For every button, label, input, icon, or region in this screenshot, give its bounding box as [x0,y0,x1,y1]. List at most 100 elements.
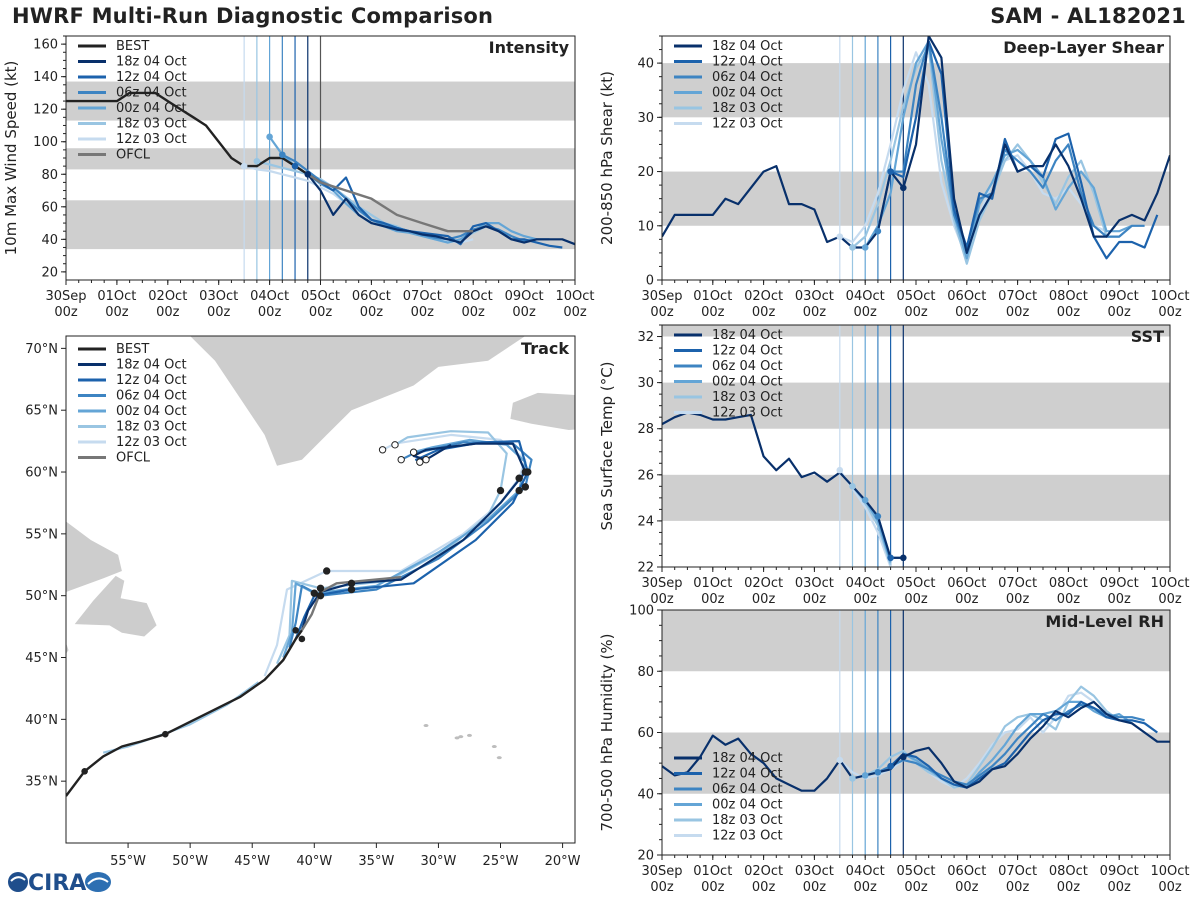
x-tick-label: 30°W [420,854,456,869]
x-tick-label: 00z [156,305,180,320]
y-tick-label: 40 [637,57,654,72]
panel-track: 55°W 50°W 45°W 40°W 35°W 30°W 25°W 20°W 35°N 40°N… [25,335,581,869]
x-tick-label: 00z [1006,880,1030,895]
x-tick-label: 00z [1006,305,1030,320]
y-tick-label: 22 [637,561,654,576]
y-tick-label: 40 [41,233,58,248]
init-point [861,244,869,251]
x-tick-label: 30Sep [45,289,86,304]
init-point [291,162,299,170]
init-point [900,184,907,192]
x-tick-label: 00z [955,880,979,895]
x-tick-label: 00z [1057,305,1081,320]
x-tick-label: 30Sep [641,864,682,879]
track-marker [347,585,356,594]
legend-label: 06z 04 Oct [712,70,783,85]
y-tick-label: 65°N [25,404,58,419]
shade-band [662,474,1170,521]
track-line-12z-04-oct [294,440,529,640]
x-tick-label: 09Oct [505,289,544,304]
x-tick-label: 50°W [172,854,208,869]
legend-label: 12z 03 Oct [116,132,187,147]
x-tick-label: 08Oct [454,289,493,304]
x-tick-label: 04Oct [250,289,289,304]
init-point [304,170,312,178]
x-tick-label: 00z [904,305,928,320]
labrador-landmass [66,521,122,592]
x-tick-label: 00z [752,880,776,895]
x-tick-label: 00z [1158,305,1182,320]
x-tick-label: 10Oct [555,289,594,304]
x-tick-label: 08Oct [1049,289,1088,304]
x-tick-label: 00z [411,305,435,320]
x-tick-label: 00z [854,880,878,895]
y-axis-label: 700-500 hPa Humidity (%) [598,633,616,831]
track-line-18z-03-oct [275,430,508,665]
x-tick-label: 00z [1057,592,1081,607]
x-tick-label: 20°W [545,854,581,869]
track-line-00z-04-oct [282,438,527,658]
x-tick-label: 06Oct [947,576,986,591]
legend-label: 00z 04 Oct [712,86,783,101]
x-tick-label: 40°W [296,854,332,869]
init-point [836,466,844,474]
azores-island [454,736,460,740]
legend-label: 18z 03 Oct [116,420,187,435]
y-tick-label: 24 [637,514,654,529]
legend-label: OFCL [116,451,151,466]
panel-mid-level-rh: 2040608010030Sep00z01Oct00z02Oct00z03Oct… [598,604,1190,896]
x-tick-label: 02Oct [744,576,783,591]
series-group [662,411,907,567]
y-tick-label: 60°N [25,466,58,481]
legend-label: 12z 04 Oct [712,767,783,782]
x-tick-label: 00z [1158,880,1182,895]
y-axis-label: 200-850 hPa Shear (kt) [598,71,616,245]
greenland-landmass [190,336,526,466]
track-line-18z-04-oct [300,442,527,631]
track-line-early [102,681,260,754]
newfoundland-landmass [74,575,157,637]
legend-label: 12z 03 Oct [712,406,783,421]
init-point [836,233,844,240]
track-marker [416,458,424,466]
legend-label: 12z 04 Oct [116,70,187,85]
x-tick-label: 01Oct [693,576,732,591]
x-tick-label: 10Oct [1150,289,1189,304]
x-tick-label: 00z [854,592,878,607]
x-tick-label: 06Oct [352,289,391,304]
panel-title: Intensity [489,38,570,57]
land-group [66,336,575,760]
y-tick-label: 100 [33,135,58,150]
legend-label: 18z 04 Oct [116,55,187,70]
x-tick-label: 09Oct [1100,864,1139,879]
track-group [66,430,533,797]
init-point [900,554,907,562]
init-point [279,151,286,159]
shade-band [662,325,1170,337]
x-tick-label: 00z [854,305,878,320]
init-point [240,162,248,170]
x-tick-label: 00z [1057,880,1081,895]
series-group [66,91,575,249]
x-tick-label: 00z [54,305,78,320]
x-tick-label: 00z [105,305,129,320]
x-tick-label: 09Oct [1100,289,1139,304]
shade-band [662,610,1170,672]
azores-island [466,733,472,737]
track-marker [422,455,430,464]
x-tick-label: 00z [803,305,827,320]
init-point [849,775,856,782]
x-tick-label: 00z [904,880,928,895]
track-marker [397,455,405,464]
track-marker [316,584,325,592]
init-point [849,483,856,490]
best-track-marker [81,767,88,775]
x-tick-label: 03Oct [795,289,834,304]
series-line-18z-03-oct [852,685,1120,789]
series-line-ofcl [307,173,474,233]
x-tick-label: 00z [904,592,928,607]
nova-scotia-landmass [66,642,69,654]
init-point [874,512,882,520]
track-marker [515,486,523,495]
legend-label: 12z 04 Oct [712,55,783,70]
